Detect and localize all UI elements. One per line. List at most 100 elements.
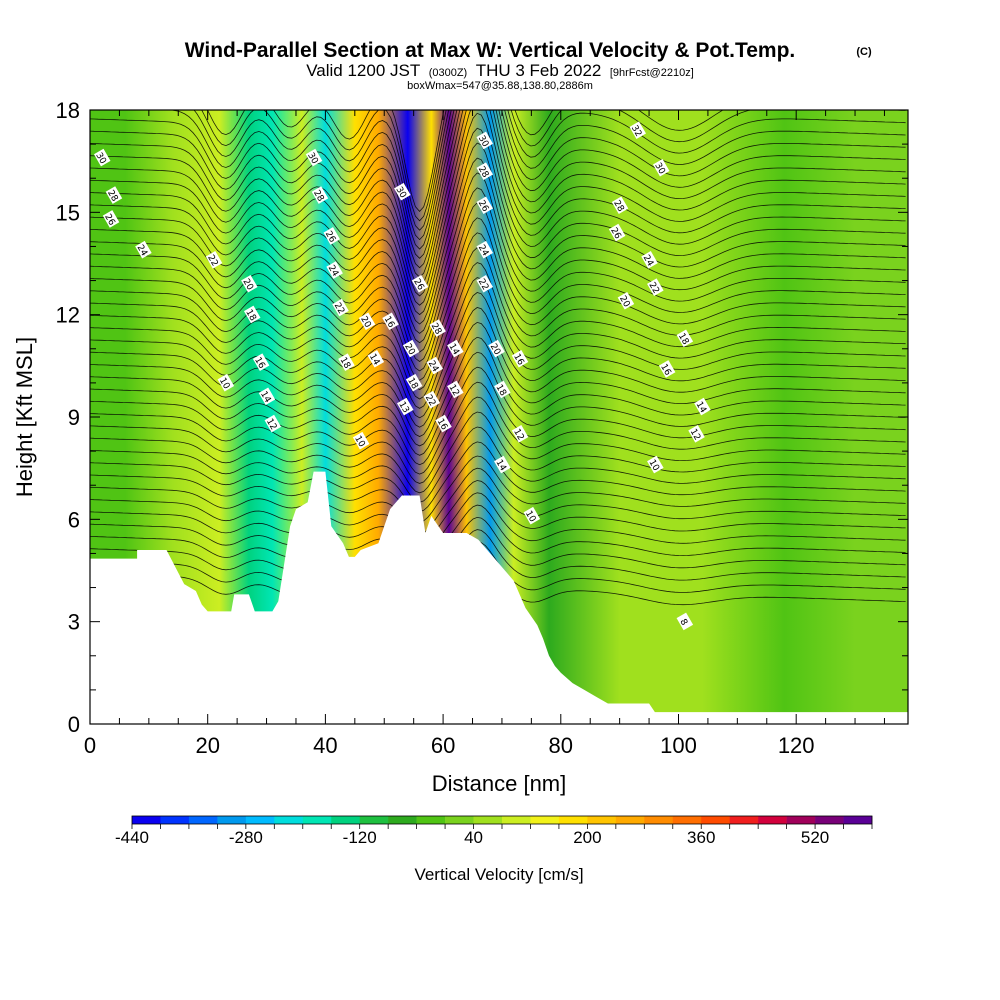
contour-label-bg	[494, 455, 511, 474]
theta-contour	[90, 187, 906, 353]
theta-contour	[90, 336, 906, 447]
contour-label: 22	[205, 251, 223, 269]
contour-label-bg	[243, 305, 261, 324]
contour-label-bg	[311, 186, 329, 204]
contour-label-bg	[652, 158, 670, 177]
y-tick-label: 12	[56, 303, 80, 328]
contour-label-text: 13	[396, 400, 410, 415]
theta-contour	[90, 504, 906, 572]
theta-contour	[90, 142, 906, 325]
contour-label-bg	[367, 349, 385, 368]
contour-label: 13	[396, 397, 414, 416]
theta-contour	[90, 396, 906, 484]
y-tick-label: 6	[68, 507, 80, 532]
valid-utc: (0300Z)	[429, 67, 468, 79]
contour-label-bg	[426, 356, 443, 375]
colorbar-swatch	[558, 816, 588, 824]
theta-contour	[90, 110, 906, 269]
colorbar-tick-label: 40	[464, 828, 483, 847]
colorbar-swatch	[160, 816, 190, 824]
colorbar-swatch	[132, 816, 161, 824]
contour-label-text: 22	[205, 253, 219, 268]
y-tick-label: 18	[56, 98, 80, 123]
contour-label-bg	[405, 373, 423, 392]
theta-contour	[201, 110, 906, 222]
colorbar-swatch	[274, 816, 304, 824]
contour-label-bg	[394, 182, 411, 201]
theta-contour	[90, 480, 906, 547]
contour-label-text: 12	[688, 427, 702, 442]
contour-label-bg	[447, 380, 464, 399]
theta-contour	[90, 110, 906, 250]
x-tick-label: 80	[549, 733, 573, 758]
contour-label-bg	[641, 251, 658, 269]
contour-label-bg	[264, 414, 282, 433]
colorbar-tick-label: -120	[343, 828, 377, 847]
colorbar-swatch	[644, 816, 674, 824]
x-tick-label: 60	[431, 733, 455, 758]
colorbar-swatch	[815, 816, 844, 824]
valid-line: Valid 1200 JST (0300Z) THU 3 Feb 2022 [9…	[306, 61, 694, 80]
contour-label-bg	[647, 455, 664, 474]
colorbar-ticks: -440 -280 -120 40 200 360 520	[115, 824, 873, 847]
contour-label-bg	[476, 131, 493, 150]
x-tick-label: 40	[313, 733, 337, 758]
contour-label-bg	[676, 612, 694, 631]
colorbar-swatch	[245, 816, 275, 824]
y-axis-label: Height [Kft MSL]	[12, 337, 37, 497]
forecast-info: [9hrFcst@2210z]	[610, 67, 694, 79]
theta-contour	[90, 455, 906, 523]
colorbar-swatch	[217, 816, 247, 824]
contour-label: 8	[676, 612, 694, 631]
colorbar-swatch	[445, 816, 474, 824]
theta-contour	[90, 277, 906, 409]
theta-contour	[90, 247, 906, 391]
contour-label-bg	[258, 387, 276, 406]
contour-label-bg	[423, 390, 440, 409]
contour-label-bg	[382, 312, 399, 331]
contour-label-bg	[523, 506, 541, 525]
theta-contour	[90, 110, 906, 288]
colorbar-swatch	[388, 816, 417, 824]
contour-label-bg	[629, 121, 646, 140]
colorbar-swatch	[615, 816, 645, 824]
colorbar-swatch	[188, 816, 218, 824]
theta-contour	[90, 529, 906, 597]
contour-label-bg	[402, 339, 420, 358]
theta-contour	[90, 172, 906, 344]
contour-label-bg	[488, 339, 505, 358]
contour-label: 12	[688, 425, 705, 443]
contour-label-bg	[217, 373, 235, 392]
y-tick-label: 0	[68, 712, 80, 737]
theta-contour	[207, 110, 724, 213]
contour-label-bg	[411, 274, 429, 293]
colorbar-swatch	[331, 816, 360, 824]
contour-label-bg	[352, 431, 370, 450]
contour-label-bg	[611, 196, 629, 215]
y-axis: 0 3 6 9 12 15 18	[56, 98, 908, 737]
contour-label: 12	[446, 380, 464, 399]
colorbar-swatch	[302, 816, 332, 824]
contour-label-bg	[323, 227, 340, 245]
contour-label-bg	[676, 329, 694, 348]
contour-label-text: 12	[264, 417, 278, 432]
contour-label-bg	[608, 223, 626, 242]
theta-contour	[90, 411, 906, 494]
contour-label-bg	[494, 380, 511, 399]
contour-label-text: 12	[511, 427, 525, 442]
contour-label-text: 32	[629, 124, 643, 139]
contour-label: 22	[476, 274, 493, 293]
colorbar-swatch	[416, 816, 446, 824]
contour-label-text: 22	[476, 277, 490, 292]
contour-label-bg	[447, 339, 464, 358]
contour-label-bg	[476, 162, 493, 180]
x-axis: 0 20 40 60 80 100 120	[84, 110, 885, 758]
colorbar-tick-label: 200	[573, 828, 601, 847]
contour-label-text: 22	[646, 281, 660, 296]
theta-contour	[90, 110, 906, 278]
contour-label-text: 8	[677, 617, 689, 627]
colorbar	[131, 815, 873, 825]
colorbar-swatch	[530, 816, 560, 824]
